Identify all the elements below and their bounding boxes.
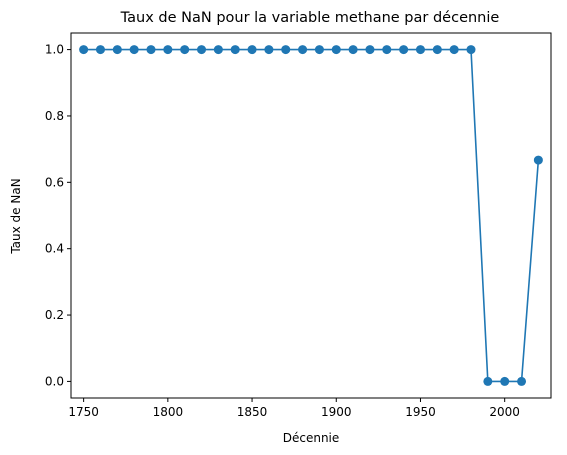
x-tick-label: 1800 xyxy=(153,405,184,419)
data-point xyxy=(314,45,324,55)
x-tick-label: 2000 xyxy=(489,405,520,419)
data-point xyxy=(415,45,425,55)
data-point xyxy=(230,45,240,55)
data-point xyxy=(483,376,493,386)
data-point xyxy=(331,45,341,55)
x-tick-label: 1750 xyxy=(68,405,99,419)
x-tick-label: 1900 xyxy=(321,405,352,419)
data-point xyxy=(247,45,257,55)
data-point xyxy=(348,45,358,55)
data-point xyxy=(466,45,476,55)
data-point xyxy=(432,45,442,55)
data-point xyxy=(197,45,207,55)
y-tick-label: 0.0 xyxy=(45,374,64,388)
chart-title: Taux de NaN pour la variable methane par… xyxy=(120,10,500,26)
data-point xyxy=(264,45,274,55)
y-axis-title: Taux de NaN xyxy=(9,178,23,254)
y-tick-label: 0.8 xyxy=(45,109,64,123)
y-tick-label: 0.4 xyxy=(45,242,64,256)
data-point xyxy=(365,45,375,55)
data-point xyxy=(79,45,89,55)
data-point xyxy=(500,376,510,386)
x-axis-title: Décennie xyxy=(283,431,340,445)
data-point xyxy=(213,45,223,55)
data-point xyxy=(180,45,190,55)
data-point xyxy=(146,45,156,55)
y-tick-label: 0.6 xyxy=(45,175,64,189)
data-point xyxy=(95,45,105,55)
y-tick-label: 0.2 xyxy=(45,308,64,322)
x-tick-label: 1950 xyxy=(405,405,436,419)
data-point xyxy=(382,45,392,55)
data-point xyxy=(112,45,122,55)
data-point xyxy=(129,45,139,55)
plot-area: 1750 1800 1850 1900 1950 2000 0.0 0.2 0.4 0.6 0.8 1… xyxy=(45,43,543,419)
y-tick-label: 1.0 xyxy=(45,43,64,57)
data-point xyxy=(533,155,543,165)
data-point xyxy=(281,45,291,55)
x-tick-label: 1850 xyxy=(237,405,268,419)
data-point xyxy=(517,376,527,386)
plot-frame xyxy=(70,32,552,399)
data-point xyxy=(163,45,173,55)
data-point xyxy=(449,45,459,55)
data-point xyxy=(298,45,308,55)
data-point xyxy=(399,45,409,55)
series-line xyxy=(83,48,540,383)
